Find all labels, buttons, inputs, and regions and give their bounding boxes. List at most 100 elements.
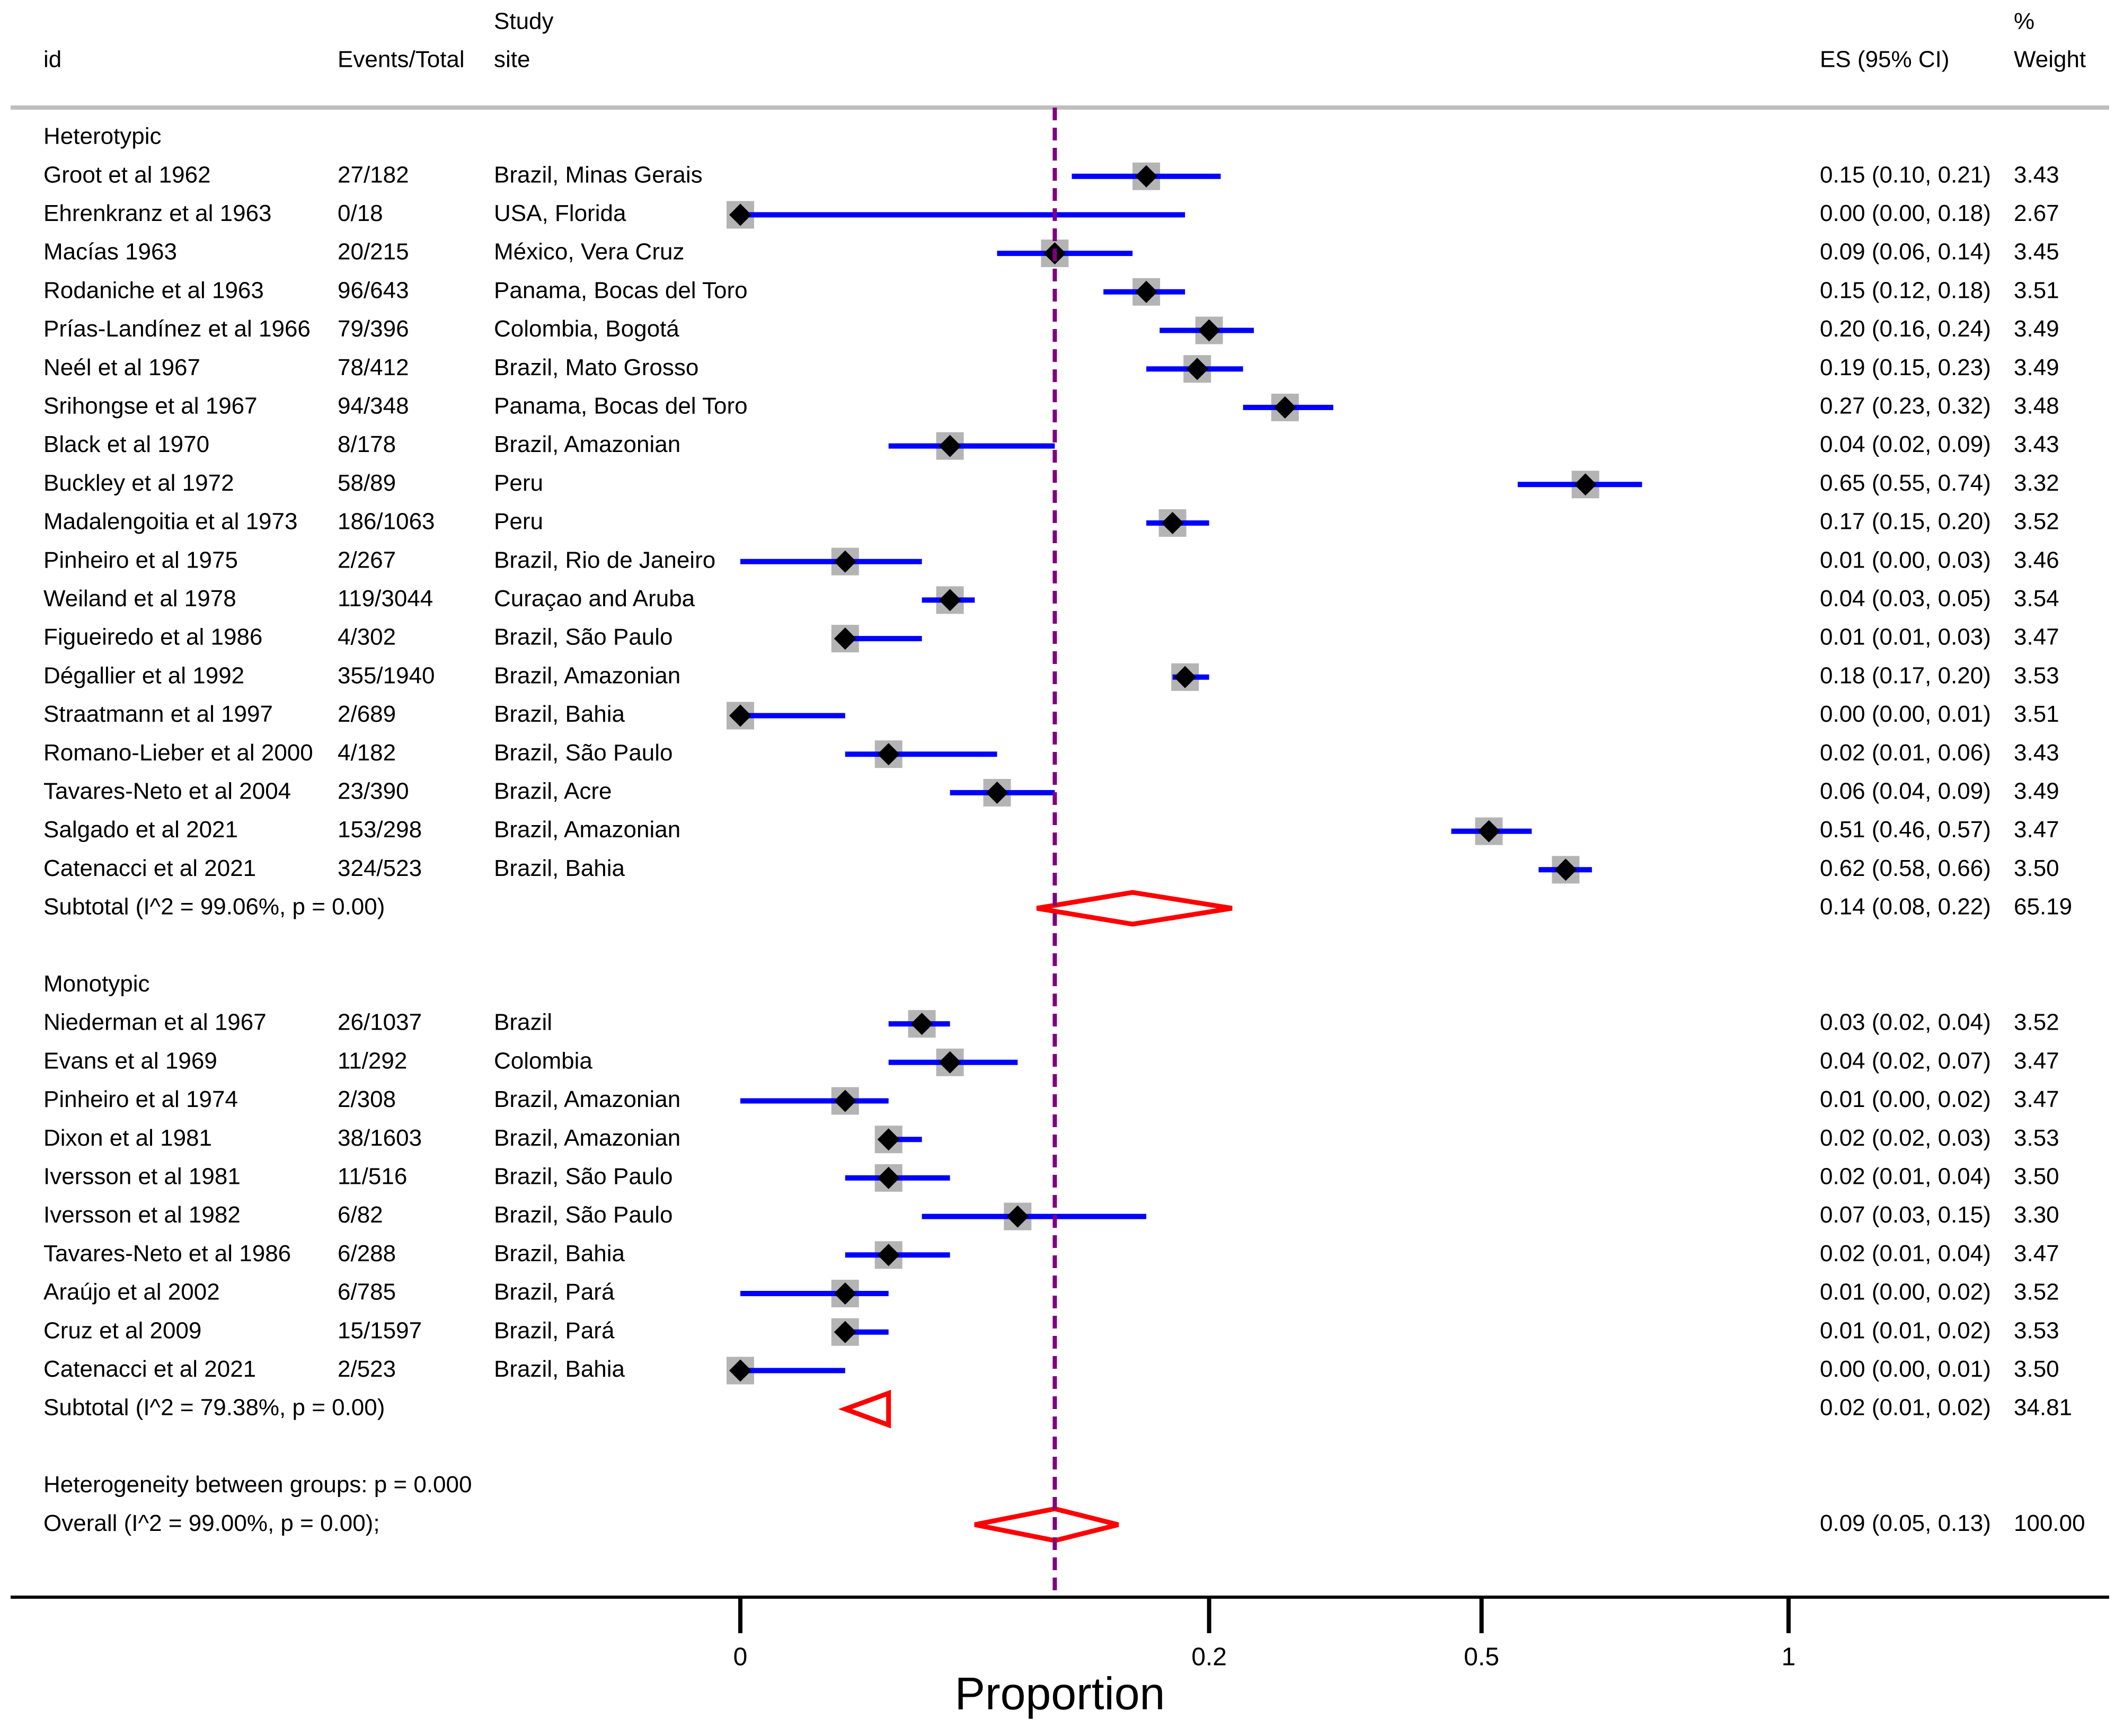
subtotal-label: Subtotal (I^2 = 79.38%, p = 0.00) bbox=[43, 1395, 385, 1421]
study-es-ci: 0.01 (0.01, 0.03) bbox=[1820, 624, 1991, 650]
study-events-total: 6/288 bbox=[338, 1241, 396, 1266]
overall-es-ci: 0.09 (0.05, 0.13) bbox=[1820, 1510, 1991, 1536]
study-es-ci: 0.00 (0.00, 0.18) bbox=[1820, 200, 1991, 226]
study-id: Catenacci et al 2021 bbox=[43, 1356, 256, 1382]
x-axis-label: Proportion bbox=[955, 1669, 1165, 1720]
study-events-total: 96/643 bbox=[338, 277, 409, 303]
study-weight: 3.49 bbox=[2014, 316, 2059, 342]
study-site: Brazil, São Paulo bbox=[494, 1202, 673, 1228]
study-site: Panama, Bocas del Toro bbox=[494, 277, 748, 303]
study-weight: 3.54 bbox=[2014, 586, 2059, 612]
study-site: Brazil, São Paulo bbox=[494, 1164, 673, 1190]
study-id: Black et al 1970 bbox=[43, 431, 209, 457]
study-es-ci: 0.00 (0.00, 0.01) bbox=[1820, 701, 1991, 727]
study-id: Romano-Lieber et al 2000 bbox=[43, 740, 313, 766]
study-id: Straatmann et al 1997 bbox=[43, 701, 273, 727]
study-id: Figueiredo et al 1986 bbox=[43, 624, 262, 650]
study-site: Brazil, São Paulo bbox=[494, 624, 673, 650]
subtotal-weight: 34.81 bbox=[2014, 1395, 2072, 1421]
study-site: Brazil, Amazonian bbox=[494, 431, 680, 457]
study-weight: 2.67 bbox=[2014, 200, 2059, 226]
study-site: USA, Florida bbox=[494, 200, 626, 226]
group-label-heterotypic: Heterotypic bbox=[43, 123, 162, 149]
study-site: Brazil, Bahia bbox=[494, 701, 625, 727]
study-es-ci: 0.02 (0.01, 0.06) bbox=[1820, 740, 1991, 766]
study-weight: 3.51 bbox=[2014, 277, 2059, 303]
header-events-total: Events/Total bbox=[338, 47, 465, 73]
study-weight: 3.53 bbox=[2014, 1125, 2059, 1151]
study-events-total: 23/390 bbox=[338, 778, 409, 804]
study-es-ci: 0.06 (0.04, 0.09) bbox=[1820, 778, 1991, 804]
overall-weight: 100.00 bbox=[2014, 1510, 2085, 1536]
study-site: Brazil, Bahia bbox=[494, 1356, 625, 1382]
study-weight: 3.49 bbox=[2014, 778, 2059, 804]
study-weight: 3.50 bbox=[2014, 1164, 2059, 1190]
study-es-ci: 0.04 (0.03, 0.05) bbox=[1820, 586, 1991, 612]
study-events-total: 324/523 bbox=[338, 855, 422, 881]
study-point-estimate bbox=[1477, 820, 1500, 843]
study-point-estimate bbox=[834, 550, 856, 573]
study-id: Groot et al 1962 bbox=[43, 162, 211, 188]
study-id: Niederman et al 1967 bbox=[43, 1009, 267, 1035]
study-events-total: 38/1603 bbox=[338, 1125, 422, 1151]
study-events-total: 2/308 bbox=[338, 1086, 396, 1112]
header-weight-line1: % bbox=[2014, 8, 2034, 34]
study-weight: 3.30 bbox=[2014, 1202, 2059, 1228]
study-point-estimate bbox=[939, 1051, 961, 1074]
study-events-total: 20/215 bbox=[338, 239, 409, 265]
study-es-ci: 0.15 (0.10, 0.21) bbox=[1820, 162, 1991, 188]
study-id: Iversson et al 1981 bbox=[43, 1164, 241, 1190]
study-events-total: 15/1597 bbox=[338, 1317, 422, 1343]
study-id: Araújo et al 2002 bbox=[43, 1279, 220, 1305]
study-es-ci: 0.15 (0.12, 0.18) bbox=[1820, 277, 1991, 303]
subtotal-label: Subtotal (I^2 = 99.06%, p = 0.00) bbox=[43, 894, 385, 920]
study-site: Brazil, Mato Grosso bbox=[494, 355, 698, 380]
study-events-total: 8/178 bbox=[338, 431, 396, 457]
x-axis-tick-label: 1 bbox=[1782, 1643, 1796, 1671]
study-point-estimate bbox=[1161, 512, 1184, 534]
study-es-ci: 0.62 (0.58, 0.66) bbox=[1820, 855, 1991, 881]
study-weight: 3.47 bbox=[2014, 1086, 2059, 1112]
study-point-estimate bbox=[1135, 280, 1158, 303]
study-weight: 3.47 bbox=[2014, 1241, 2059, 1266]
study-events-total: 78/412 bbox=[338, 355, 409, 380]
study-point-estimate bbox=[877, 1128, 900, 1151]
study-weight: 3.53 bbox=[2014, 1317, 2059, 1343]
study-events-total: 0/18 bbox=[338, 200, 383, 226]
study-point-estimate bbox=[1198, 319, 1220, 342]
study-point-estimate bbox=[1006, 1205, 1029, 1228]
study-events-total: 94/348 bbox=[338, 393, 409, 419]
study-point-estimate bbox=[834, 1321, 856, 1343]
study-events-total: 2/523 bbox=[338, 1356, 396, 1382]
study-site: Curaçao and Aruba bbox=[494, 586, 695, 612]
study-es-ci: 0.19 (0.15, 0.23) bbox=[1820, 355, 1991, 380]
study-site: Brazil, São Paulo bbox=[494, 740, 673, 766]
study-es-ci: 0.51 (0.46, 0.57) bbox=[1820, 817, 1991, 843]
study-site: Brazil, Amazonian bbox=[494, 1086, 680, 1112]
study-id: Iversson et al 1982 bbox=[43, 1202, 241, 1228]
study-site: Brazil, Pará bbox=[494, 1317, 615, 1343]
study-site: Panama, Bocas del Toro bbox=[494, 393, 748, 419]
study-point-estimate bbox=[834, 1090, 856, 1112]
study-id: Madalengoitia et al 1973 bbox=[43, 509, 297, 535]
study-point-estimate bbox=[729, 704, 751, 727]
study-point-estimate bbox=[986, 781, 1008, 804]
study-site: Brazil, Pará bbox=[494, 1279, 615, 1305]
subtotal-es-ci: 0.02 (0.01, 0.02) bbox=[1820, 1395, 1991, 1421]
subtotal-weight: 65.19 bbox=[2014, 894, 2072, 920]
header-id: id bbox=[43, 47, 61, 73]
study-events-total: 26/1037 bbox=[338, 1009, 422, 1035]
study-weight: 3.47 bbox=[2014, 1048, 2059, 1074]
study-weight: 3.48 bbox=[2014, 393, 2059, 419]
study-id: Cruz et al 2009 bbox=[43, 1317, 201, 1343]
study-events-total: 27/182 bbox=[338, 162, 409, 188]
study-id: Evans et al 1969 bbox=[43, 1048, 217, 1074]
study-es-ci: 0.02 (0.01, 0.04) bbox=[1820, 1241, 1991, 1266]
study-events-total: 11/516 bbox=[338, 1164, 407, 1190]
study-id: Buckley et al 1972 bbox=[43, 470, 234, 496]
study-site: Brazil, Amazonian bbox=[494, 662, 680, 688]
study-es-ci: 0.02 (0.01, 0.04) bbox=[1820, 1164, 1991, 1190]
study-es-ci: 0.07 (0.03, 0.15) bbox=[1820, 1202, 1991, 1228]
study-point-estimate bbox=[834, 627, 856, 650]
